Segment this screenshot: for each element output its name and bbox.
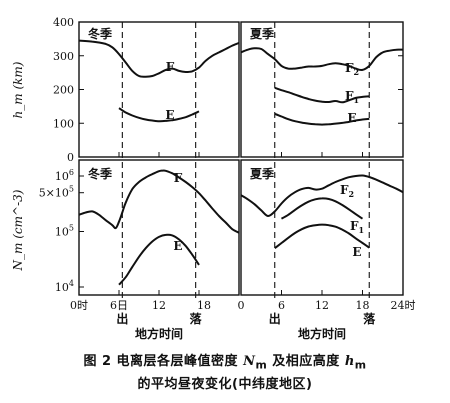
season-label-density-winter: 冬季: [88, 166, 113, 181]
ylabel-height: h_m (km): [11, 61, 25, 118]
curve-height-winter-F: [78, 39, 240, 78]
curve-density-winter-E: [118, 233, 200, 286]
curve-density-summer-F1: [281, 197, 364, 220]
sunset-label-winter: 落: [190, 311, 203, 326]
ylabel-density: N_m (cm^-3): [11, 189, 25, 271]
curve-height-summer-F2: [240, 47, 404, 72]
frame-height-summer: [240, 21, 404, 158]
xtick-label-summer-6: 6: [278, 299, 285, 312]
curve-density-summer-F2: [240, 174, 404, 217]
sunrise-label-summer: 出: [269, 311, 281, 326]
ionosphere-figure: 0 100 200 300 400 106 5×105 105 104 h_m (km) N_m (…: [11, 16, 416, 341]
ytick-label-height-200: 200: [53, 84, 74, 97]
ytick-label-height-400: 400: [53, 16, 74, 29]
ytick-label-density-3: 104: [55, 279, 74, 294]
caption-nm-subscript: m: [255, 358, 268, 372]
season-label-height-summer: 夏季: [250, 26, 275, 41]
ytick-label-height-300: 300: [53, 50, 74, 63]
curve-label-height-summer-F1: F1: [345, 89, 359, 105]
xtick-label-winter-0: 0时: [70, 299, 88, 312]
figure-caption-line1: 图 2 电离层各层峰值密度 Nm 及相应高度 hm: [0, 350, 450, 372]
ytick-label-density-2: 105: [55, 224, 74, 239]
season-label-density-summer: 夏季: [250, 166, 275, 181]
sunrise-label-winter: 出: [116, 311, 128, 326]
ytick-label-height-100: 100: [53, 117, 74, 130]
xtick-label-summer-12: 12: [315, 299, 329, 312]
caption-mid: 及相应高度: [267, 354, 345, 369]
xtick-label-summer-18: 18: [356, 299, 370, 312]
season-label-height-winter: 冬季: [88, 26, 113, 41]
curve-label-density-summer-F2: F2: [340, 183, 354, 199]
sunset-label-summer: 落: [363, 311, 376, 326]
xtick-label-winter-12: 12: [152, 299, 166, 312]
caption-nm-symbol: N: [243, 354, 256, 369]
curve-label-density-winter-F: F: [174, 171, 183, 185]
curve-height-summer-E: [274, 112, 370, 126]
curve-height-winter-E: [118, 107, 200, 123]
xlabel-winter: 地方时间: [135, 326, 183, 341]
xtick-label-summer-24: 24时: [391, 299, 416, 312]
xtick-label-winter-6: 6日: [110, 299, 128, 312]
curve-density-summer-E: [274, 223, 370, 249]
curve-height-summer-F1: [274, 86, 370, 104]
caption-prefix: 图 2 电离层各层峰值密度: [83, 354, 244, 369]
curve-label-height-winter-E: E: [165, 108, 174, 122]
caption-hm-symbol: h: [344, 354, 355, 369]
curve-label-height-winter-F: F: [166, 60, 175, 74]
curve-label-density-summer-F1: F1: [350, 219, 364, 235]
caption-hm-subscript: m: [354, 358, 367, 372]
ytick-label-density-1: 5×105: [39, 185, 74, 200]
curve-label-density-winter-E: E: [173, 239, 182, 253]
figure-caption-line2: 的平均昼夜变化(中纬度地区): [137, 377, 313, 392]
ytick-label-density-0: 106: [55, 168, 74, 183]
xtick-label-summer-0: 0: [238, 299, 245, 312]
xtick-label-winter-18: 18: [197, 299, 211, 312]
xlabel-summer: 地方时间: [298, 326, 346, 341]
ytick-label-height-0: 0: [67, 151, 74, 164]
curve-label-height-summer-F2: F2: [345, 61, 359, 77]
curve-label-height-summer-E: E: [347, 111, 356, 125]
curve-density-winter-F: [78, 169, 240, 234]
curve-label-density-summer-E: E: [352, 245, 361, 259]
